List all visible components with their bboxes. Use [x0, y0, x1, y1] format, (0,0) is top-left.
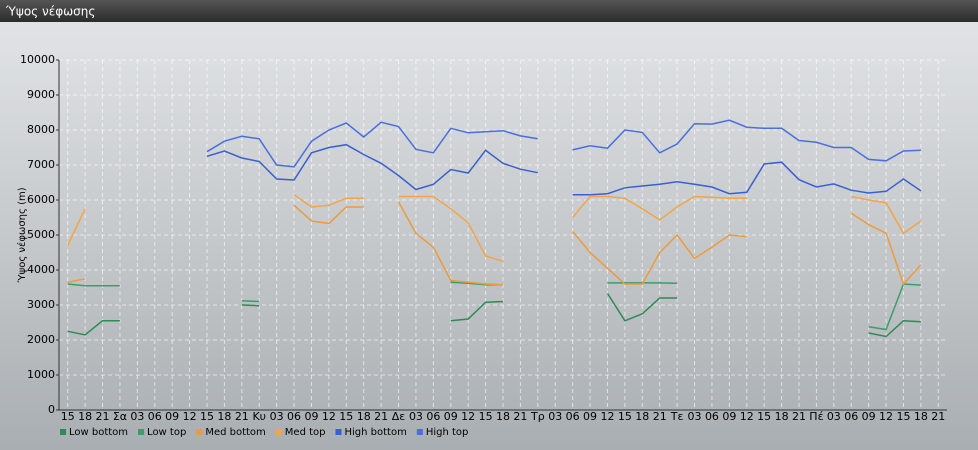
x-tick-label: 09: [444, 410, 458, 423]
x-tick-label: 06: [705, 410, 719, 423]
x-tick-label: 09: [304, 410, 318, 423]
x-tick-label: Κυ: [252, 410, 266, 423]
legend-label: High top: [426, 427, 469, 438]
x-tick-label: 09: [862, 410, 876, 423]
legend-label: Low bottom: [69, 427, 128, 438]
series-line: [206, 143, 922, 196]
x-tick-label: 12: [322, 410, 336, 423]
x-tick-label: 21: [96, 410, 110, 423]
y-tick-label: 8000: [27, 123, 55, 136]
y-tick-label: 0: [48, 403, 55, 416]
legend-label: Med bottom: [205, 427, 265, 438]
x-tick-label: 12: [879, 410, 893, 423]
x-tick-label: 12: [183, 410, 197, 423]
x-tick-label: Τρ: [530, 410, 545, 423]
x-tick-label: 15: [200, 410, 214, 423]
x-tick-label: 06: [148, 410, 162, 423]
x-tick-label: Σα: [113, 410, 127, 423]
x-tick-label: 18: [635, 410, 649, 423]
x-tick-label: 06: [426, 410, 440, 423]
x-tick-label: 03: [827, 410, 841, 423]
x-tick-label: 15: [757, 410, 771, 423]
x-tick-label: 21: [235, 410, 249, 423]
series-line: [67, 194, 922, 263]
x-tick-label: 18: [775, 410, 789, 423]
y-tick-label: 10000: [20, 53, 55, 66]
x-tick-label: 15: [479, 410, 493, 423]
x-tick-label: 18: [78, 410, 92, 423]
legend-swatch: [416, 429, 423, 435]
x-tick-label: 12: [600, 410, 614, 423]
y-tick-label: 5000: [27, 228, 55, 241]
x-tick-label: 06: [844, 410, 858, 423]
x-tick-label: 15: [61, 410, 75, 423]
x-tick-label: 03: [130, 410, 144, 423]
x-tick-label: 06: [566, 410, 580, 423]
x-tick-label: 03: [688, 410, 702, 423]
legend-swatch: [335, 429, 342, 435]
x-tick-label: Πέ: [809, 410, 823, 423]
x-tick-label: 21: [931, 410, 945, 423]
series-line: [67, 292, 921, 338]
y-tick-label: 7000: [27, 158, 55, 171]
x-tick-label: 03: [409, 410, 423, 423]
y-tick-label: 4000: [27, 263, 55, 276]
x-tick-label: Δε: [392, 410, 406, 423]
x-tick-label: 15: [339, 410, 353, 423]
series-line: [67, 281, 921, 331]
legend-swatch: [275, 429, 282, 435]
x-tick-label: 21: [513, 410, 527, 423]
title-bar: [0, 0, 978, 22]
y-tick-label: 1000: [27, 368, 55, 381]
legend-swatch: [138, 429, 145, 435]
x-tick-label: 15: [618, 410, 632, 423]
x-tick-label: 21: [374, 410, 388, 423]
x-tick-label: 06: [287, 410, 301, 423]
y-tick-label: 6000: [27, 193, 55, 206]
x-tick-label: 12: [461, 410, 475, 423]
x-tick-label: 21: [653, 410, 667, 423]
x-tick-label: Τε: [670, 410, 684, 423]
y-tick-label: 9000: [27, 88, 55, 101]
legend-swatch: [196, 429, 203, 435]
legend-swatch: [60, 429, 66, 435]
series-line: [67, 201, 922, 286]
x-tick-label: 18: [914, 410, 928, 423]
x-tick-label: 18: [357, 410, 371, 423]
series-line: [206, 119, 921, 168]
x-tick-label: 18: [496, 410, 510, 423]
x-tick-label: 18: [217, 410, 231, 423]
x-tick-label: 03: [270, 410, 284, 423]
x-tick-label: 03: [548, 410, 562, 423]
x-tick-label: 15: [896, 410, 910, 423]
x-tick-label: 21: [792, 410, 806, 423]
y-tick-label: 2000: [27, 333, 55, 346]
legend-label: High bottom: [345, 427, 407, 438]
x-tick-label: 09: [583, 410, 597, 423]
y-tick-label: 3000: [27, 298, 55, 311]
legend-label: Low top: [147, 427, 186, 438]
x-tick-label: 12: [740, 410, 754, 423]
x-tick-label: 09: [165, 410, 179, 423]
chart-title: Ύψος νέφωσης: [5, 5, 95, 19]
legend-label: Med top: [285, 427, 326, 438]
y-axis-label: Ύψος νέφωσης (m): [16, 187, 28, 283]
x-tick-label: 09: [722, 410, 736, 423]
